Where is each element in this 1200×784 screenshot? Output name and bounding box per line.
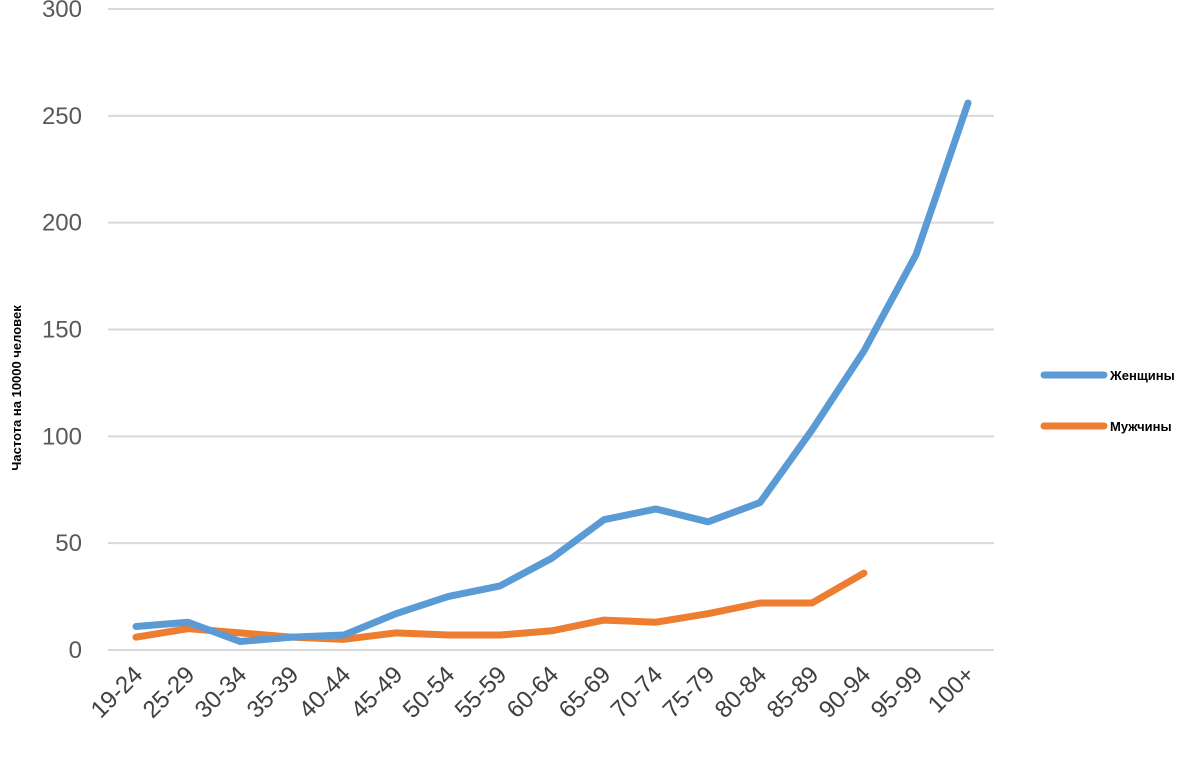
x-tick-label: 60-64 (502, 661, 565, 724)
legend: Женщины Мужчины (1040, 368, 1175, 434)
legend-label-1: Мужчины (1110, 419, 1172, 434)
x-tick-label: 90-94 (814, 661, 877, 724)
series-line-0 (132, 99, 972, 645)
y-tick-label: 250 (42, 103, 82, 130)
x-tick-label: 25-29 (138, 661, 201, 724)
legend-label-0: Женщины (1109, 368, 1175, 383)
y-axis-label: Частота на 10000 человек (9, 305, 24, 471)
x-tick-label: 75-79 (658, 661, 721, 724)
series-line-1 (132, 569, 868, 643)
x-tick-label: 40-44 (294, 661, 357, 724)
x-tick-label: 80-84 (710, 661, 773, 724)
x-tick-label: 85-89 (762, 661, 825, 724)
x-tick-label: 95-99 (866, 661, 929, 724)
x-tick-label: 45-49 (346, 661, 409, 724)
y-tick-label: 300 (42, 0, 82, 23)
series-lines (132, 99, 972, 645)
y-tick-label: 100 (42, 423, 82, 450)
x-tick-label: 35-39 (242, 661, 305, 724)
y-tick-label: 0 (69, 637, 82, 664)
x-tick-label: 30-34 (190, 661, 253, 724)
y-tick-label: 50 (55, 530, 82, 557)
x-tick-label: 50-54 (398, 661, 461, 724)
gridlines (108, 8, 994, 651)
y-tick-label: 200 (42, 210, 82, 237)
x-tick-label: 70-74 (606, 661, 669, 724)
x-tick-label: 100+ (923, 661, 980, 718)
x-tick-label: 19-24 (86, 661, 149, 724)
x-tick-label: 65-69 (554, 661, 617, 724)
x-axis-ticks: 19-2425-2930-3435-3940-4445-4950-5455-59… (86, 661, 981, 724)
y-tick-label: 150 (42, 317, 82, 344)
y-axis-ticks: 0 50 100 150 200 250 300 (42, 0, 82, 664)
x-tick-label: 55-59 (450, 661, 513, 724)
